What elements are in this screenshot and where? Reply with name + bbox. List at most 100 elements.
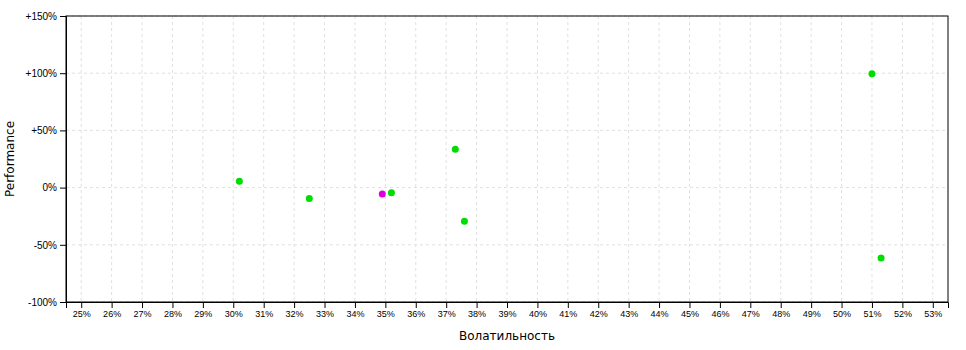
grid <box>66 16 948 302</box>
tick-mark <box>385 302 386 308</box>
tick-mark <box>902 302 903 308</box>
grid-line <box>719 16 720 302</box>
grid-line <box>385 16 386 302</box>
tick-label: 44% <box>651 309 669 319</box>
point <box>236 178 243 185</box>
tick: 49% <box>803 302 821 319</box>
tick-mark <box>203 302 204 308</box>
point <box>306 195 313 202</box>
tick-label: 48% <box>772 309 790 319</box>
tick-mark <box>355 302 356 308</box>
point <box>461 218 468 225</box>
tick-mark <box>60 245 66 246</box>
tick-mark <box>781 302 782 308</box>
tick-label: 25% <box>73 309 91 319</box>
tick-label: 49% <box>803 309 821 319</box>
grid-line <box>66 73 948 74</box>
tick: 28% <box>164 302 182 319</box>
grid-line <box>780 16 781 302</box>
tick-mark <box>60 16 66 17</box>
tick-mark <box>60 73 66 74</box>
tick-label: 28% <box>164 309 182 319</box>
grid-line <box>871 16 872 302</box>
grid-line <box>172 16 173 302</box>
tick-mark <box>872 302 873 308</box>
tick-mark <box>720 302 721 308</box>
grid-line <box>415 16 416 302</box>
grid-line <box>598 16 599 302</box>
tick: 48% <box>772 302 790 319</box>
tick-label: 32% <box>286 309 304 319</box>
tick: 30% <box>225 302 243 319</box>
tick: 45% <box>681 302 699 319</box>
tick: 25% <box>73 302 91 319</box>
grid-line <box>750 16 751 302</box>
grid-line <box>111 16 112 302</box>
tick: 32% <box>286 302 304 319</box>
plot-frame <box>66 16 948 302</box>
tick-label: 45% <box>681 309 699 319</box>
grid-line <box>66 244 948 245</box>
plot: 25%26%27%28%29%30%31%32%33%34%35%36%37%3… <box>26 11 949 320</box>
tick-mark <box>446 302 447 308</box>
tick-label: 30% <box>225 309 243 319</box>
tick-label: 36% <box>407 309 425 319</box>
tick: 36% <box>407 302 425 319</box>
tick: 33% <box>316 302 334 319</box>
tick-mark <box>933 302 934 308</box>
tick-label: 50% <box>833 309 851 319</box>
point <box>379 190 386 197</box>
tick-mark <box>629 302 630 308</box>
tick-mark <box>325 302 326 308</box>
tick-mark <box>81 302 82 308</box>
grid-line <box>507 16 508 302</box>
tick: 43% <box>620 302 638 319</box>
grid-line <box>628 16 629 302</box>
tick: -50% <box>34 240 66 251</box>
tick-label: +100% <box>26 68 58 79</box>
tick-mark <box>689 302 690 308</box>
point <box>452 146 459 153</box>
tick-label: 29% <box>194 309 212 319</box>
tick-mark <box>142 302 143 308</box>
y-axis: -100%-50%0%+50%+100%+150% <box>26 11 67 308</box>
tick: +100% <box>26 68 66 79</box>
tick: 52% <box>894 302 912 319</box>
tick-mark <box>60 130 66 131</box>
tick: 27% <box>134 302 152 319</box>
grid-line <box>659 16 660 302</box>
tick-mark <box>264 302 265 308</box>
grid-line <box>476 16 477 302</box>
y-axis-title: Performance <box>3 121 17 197</box>
tick-label: 47% <box>742 309 760 319</box>
tick: 31% <box>255 302 273 319</box>
tick: +150% <box>26 11 66 22</box>
tick-label: 53% <box>924 309 942 319</box>
x-axis: 25%26%27%28%29%30%31%32%33%34%35%36%37%3… <box>67 302 949 319</box>
grid-line <box>202 16 203 302</box>
tick: +50% <box>31 125 66 136</box>
tick: 53% <box>924 302 942 319</box>
chart: 25%26%27%28%29%30%31%32%33%34%35%36%37%3… <box>0 0 966 350</box>
tick-label: 43% <box>620 309 638 319</box>
tick-label: 41% <box>559 309 577 319</box>
grid-line <box>81 16 82 302</box>
tick-label: 26% <box>103 309 121 319</box>
grid-line <box>689 16 690 302</box>
tick-label: 35% <box>377 309 395 319</box>
tick-mark <box>537 302 538 308</box>
tick-mark <box>294 302 295 308</box>
grid-line <box>142 16 143 302</box>
tick-label: +150% <box>26 11 58 22</box>
grid-line <box>263 16 264 302</box>
tick-mark <box>811 302 812 308</box>
tick-label: 46% <box>711 309 729 319</box>
tick: 0% <box>43 182 66 193</box>
tick-label: -50% <box>34 240 57 251</box>
x-axis-title: Волатильность <box>459 329 555 343</box>
grid-line <box>902 16 903 302</box>
tick-mark <box>659 302 660 308</box>
grid-line <box>446 16 447 302</box>
tick: 40% <box>529 302 547 319</box>
tick-mark <box>112 302 113 308</box>
